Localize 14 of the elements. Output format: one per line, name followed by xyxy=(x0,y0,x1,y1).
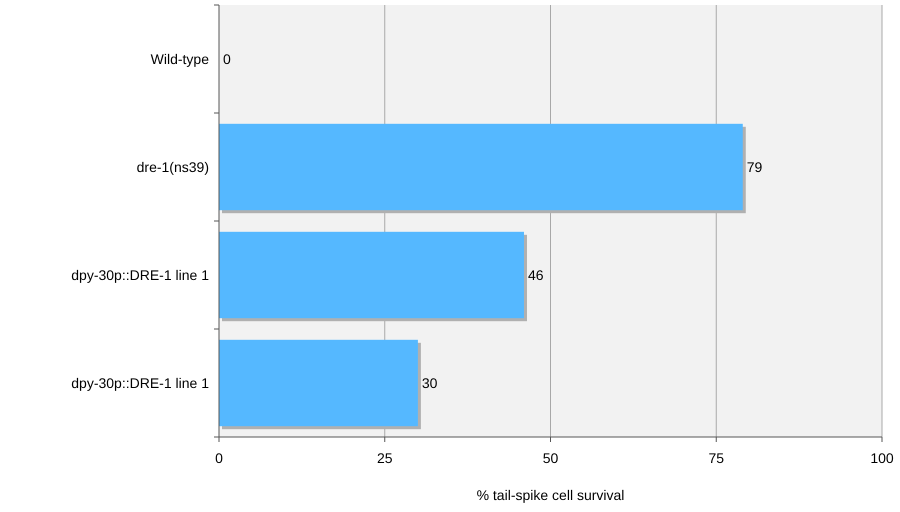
x-axis-title: % tail-spike cell survival xyxy=(476,487,624,503)
x-tick-label: 0 xyxy=(215,450,224,466)
x-tick-label: 25 xyxy=(376,450,393,466)
x-tick-label: 50 xyxy=(542,450,558,466)
x-tick-label: 75 xyxy=(708,450,724,466)
data-label: 0 xyxy=(223,50,231,67)
y-tick-label: dre-1(ns39) xyxy=(136,158,209,175)
y-tick-label: dpy-30p::DRE-1 line 1 xyxy=(71,374,210,391)
data-label: 30 xyxy=(422,374,438,391)
data-label: 79 xyxy=(746,158,763,175)
data-label: 46 xyxy=(528,266,544,283)
y-tick-label: Wild-type xyxy=(150,50,210,67)
y-tick-label: dpy-30p::DRE-1 line 1 xyxy=(71,266,210,283)
x-tick-label: 100 xyxy=(870,450,894,466)
